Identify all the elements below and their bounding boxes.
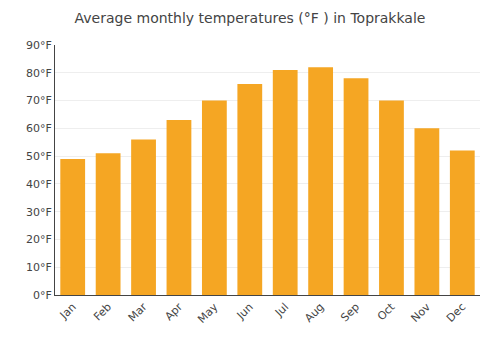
svg-text:50°F: 50°F xyxy=(26,150,52,163)
svg-text:20°F: 20°F xyxy=(26,233,52,246)
svg-text:Mar: Mar xyxy=(126,300,150,324)
svg-text:Aug: Aug xyxy=(302,301,326,325)
svg-text:Sep: Sep xyxy=(338,301,362,325)
svg-text:40°F: 40°F xyxy=(26,178,52,191)
svg-text:30°F: 30°F xyxy=(26,206,52,219)
svg-text:Jun: Jun xyxy=(234,300,256,322)
svg-text:0°F: 0°F xyxy=(33,289,52,302)
svg-text:Average monthly temperatures (: Average monthly temperatures (°F ) in To… xyxy=(75,10,426,26)
svg-text:Jul: Jul xyxy=(272,301,291,320)
svg-text:90°F: 90°F xyxy=(26,39,52,52)
svg-text:60°F: 60°F xyxy=(26,122,52,135)
svg-text:May: May xyxy=(195,300,221,326)
svg-text:Apr: Apr xyxy=(162,300,185,323)
svg-text:80°F: 80°F xyxy=(26,67,52,80)
svg-text:Nov: Nov xyxy=(409,300,434,325)
svg-text:Jan: Jan xyxy=(57,301,79,323)
svg-text:70°F: 70°F xyxy=(26,94,52,107)
svg-text:10°F: 10°F xyxy=(26,261,52,274)
svg-text:Dec: Dec xyxy=(444,301,468,325)
svg-text:Feb: Feb xyxy=(91,301,114,324)
svg-text:Oct: Oct xyxy=(375,300,398,323)
